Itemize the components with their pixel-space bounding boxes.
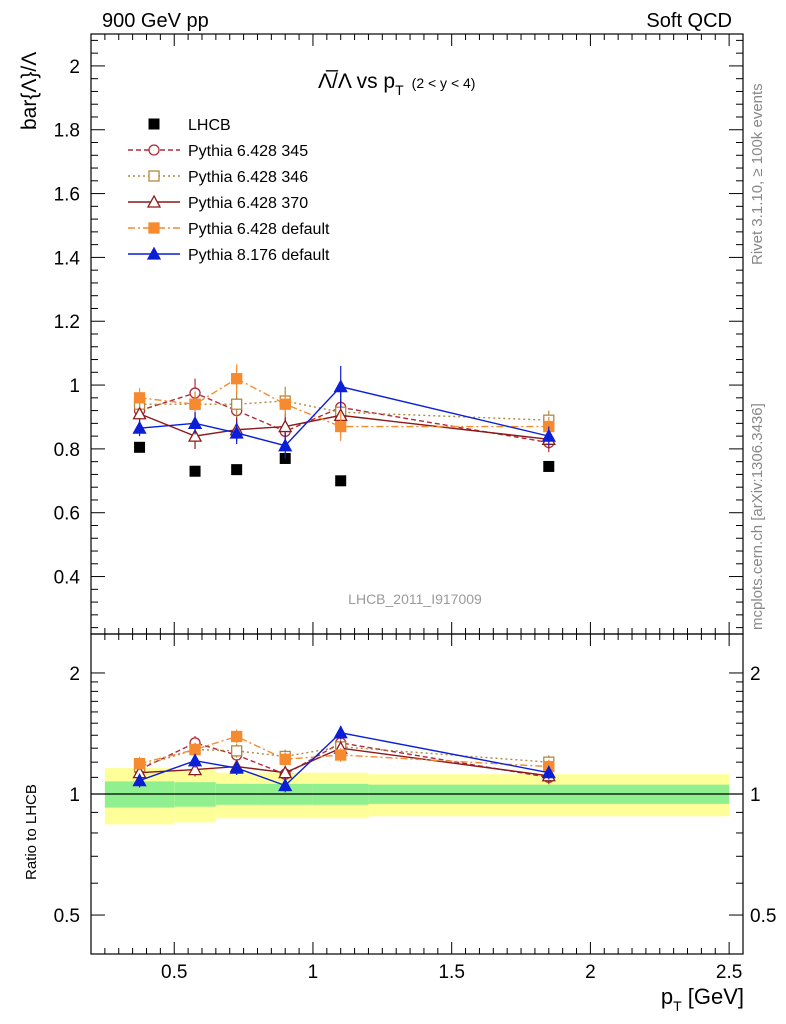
ratio-y-tick-label-left: 2	[69, 664, 80, 685]
rivet-label: Rivet 3.1.10, ≥ 100k events	[749, 83, 766, 265]
legend-label: Pythia 6.428 345	[188, 143, 308, 160]
ratio-point-pdef	[279, 753, 291, 765]
x-tick-label: 2.5	[716, 962, 742, 983]
header-right: Soft QCD	[646, 10, 732, 32]
ratio-point-p346	[231, 745, 243, 757]
ratio-point-pdef	[231, 730, 243, 743]
lhcb-data-point	[231, 464, 243, 476]
x-axis-label: pT [GeV]	[661, 984, 744, 1014]
point-p8	[229, 425, 244, 439]
chart-dynamic-layer: 0.5 1 1.5 2 2.5 0.4 0.6 0.8 1 1.2 1.4 1.6 1.8 2 0.5 0.5…	[54, 33, 776, 983]
ratio-point-pdef	[133, 757, 146, 770]
y-tick-label: 2	[69, 57, 80, 78]
x-tick-label: 2	[585, 962, 596, 983]
ratio-point-p8	[541, 765, 556, 779]
ratio-line-p370	[139, 747, 549, 777]
mcplots-label: mcplots.cern.ch [arXiv:1306.3436]	[749, 403, 766, 630]
ratio-point-p8	[278, 778, 293, 792]
point-pdef	[133, 392, 146, 404]
legend-marker-pdef	[148, 222, 160, 234]
ratio-ylabel: Ratio to LHCB	[23, 784, 40, 880]
analysis-watermark: LHCB_2011_I917009	[348, 591, 482, 607]
ratio-y-tick-label-left: 1	[69, 785, 80, 806]
point-p8	[541, 428, 556, 442]
legend-label: Pythia 6.428 346	[188, 169, 308, 186]
lhcb-data-point	[335, 475, 347, 487]
ratio-y-tick-label-right: 0.5	[750, 906, 776, 927]
title-main: Λ̅/Λ vs p	[318, 70, 395, 93]
x-tick-label: 0.5	[161, 962, 187, 983]
point-pdef	[189, 398, 201, 410]
title-range: (2 < y < 4)	[412, 75, 476, 91]
point-p370	[187, 428, 203, 442]
legend-marker-p370	[146, 194, 162, 208]
main-title: Λ̅/Λ vs pT (2 < y < 4)	[318, 70, 475, 98]
point-p346	[231, 398, 243, 410]
ratio-point-pdef	[189, 743, 201, 756]
y-tick-label: 1.4	[54, 248, 81, 269]
ratio-line-p345	[139, 742, 549, 779]
ratio-point-p370	[187, 762, 203, 776]
main-ylabel: bar{Λ}/Λ	[18, 52, 41, 130]
legend-marker-lhcb	[148, 118, 160, 130]
series-line-p8	[139, 385, 549, 447]
ratio-point-p8	[187, 753, 203, 767]
y-tick-label: 1.6	[54, 185, 80, 206]
header-left: 900 GeV pp	[102, 10, 209, 32]
point-p8	[333, 379, 348, 393]
lhcb-data-point	[543, 460, 555, 472]
legend-label: Pythia 6.428 default	[188, 221, 330, 238]
legend-marker-p346	[148, 170, 160, 182]
series-line-p345	[139, 392, 549, 444]
point-pdef	[231, 373, 243, 385]
ratio-y-tick-label-left: 0.5	[54, 906, 80, 927]
y-tick-label: 0.6	[54, 504, 80, 525]
point-p370	[278, 419, 293, 433]
point-p370	[132, 406, 147, 420]
x-tick-label: 1.5	[438, 962, 464, 983]
series-line-pdef	[139, 377, 549, 428]
point-p8	[187, 416, 203, 430]
legend-marker-p8	[146, 246, 162, 260]
ratio-point-p8	[229, 760, 244, 774]
series-line-p346	[139, 400, 549, 421]
point-p8	[132, 420, 147, 434]
point-p8	[278, 438, 293, 452]
legend-label: Pythia 6.428 370	[188, 195, 308, 212]
x-tick-label: 1	[308, 962, 319, 983]
title-sub: T	[395, 82, 404, 98]
ratio-y-tick-label-right: 2	[750, 664, 761, 685]
ratio-point-p8	[333, 725, 348, 739]
y-tick-label: 1.2	[54, 312, 80, 333]
legend-label: Pythia 8.176 default	[188, 247, 330, 264]
legend-label: LHCB	[188, 117, 231, 134]
ratio-point-pdef	[335, 749, 347, 761]
ratio-line-p8	[139, 732, 549, 787]
point-pdef	[335, 420, 347, 433]
ratio-line-pdef	[139, 735, 549, 768]
ratio-y-tick-label-right: 1	[750, 785, 761, 806]
y-tick-label: 0.4	[54, 568, 81, 589]
ratio-point-p370	[278, 765, 293, 779]
series-line-p370	[139, 413, 549, 441]
lhcb-data-point	[134, 441, 146, 453]
y-tick-label: 0.8	[54, 440, 80, 461]
point-pdef	[279, 398, 291, 410]
lhcb-data-point	[189, 465, 201, 477]
y-tick-label: 1.8	[54, 121, 80, 142]
y-tick-label: 1	[69, 376, 80, 397]
ratio-point-p8	[132, 773, 147, 787]
legend-marker-p345	[148, 144, 160, 156]
